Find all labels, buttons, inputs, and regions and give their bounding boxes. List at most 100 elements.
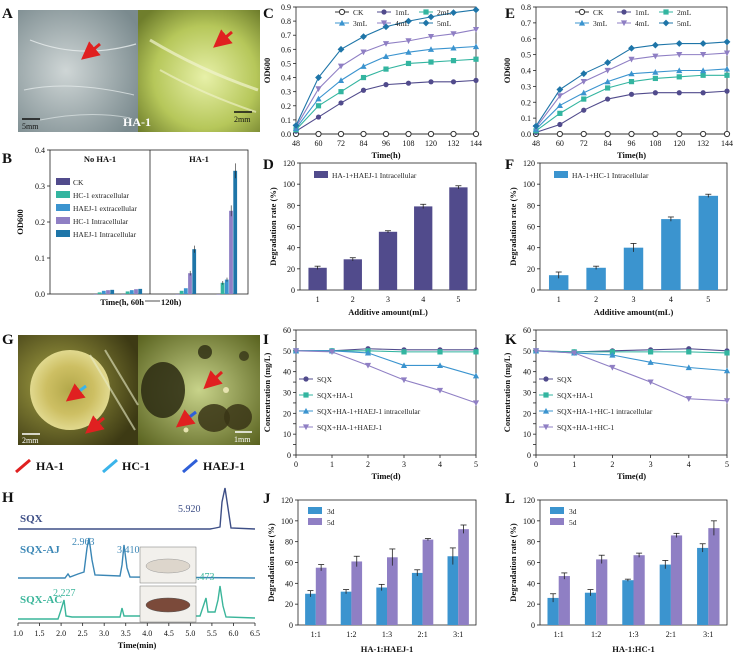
- y-tick-label: 80: [285, 538, 293, 547]
- y-tick-label: 40: [283, 368, 291, 377]
- x-tick-label: 60: [315, 139, 323, 148]
- data-point: [652, 75, 658, 82]
- x-axis-label: Time(h): [617, 150, 646, 160]
- data-point: [685, 396, 692, 402]
- panel-g: G 2mm 1mm HA-1 HC-1 HAEJ-1: [2, 332, 260, 474]
- panel-l: L 0 20 40 60 80 100 120 1:1 1:2 1:3 2:1 3:1 HA-1:HC-1…: [505, 491, 728, 654]
- trace-label: SQX-AC: [20, 594, 62, 606]
- bar: [138, 288, 143, 294]
- legend-swatch: [308, 518, 322, 525]
- y-tick-label: 80: [527, 538, 535, 547]
- x-tick-label: 4: [669, 295, 673, 304]
- series-line: [296, 350, 477, 377]
- y-tick-label: 60: [287, 223, 295, 232]
- legend-hc1: HC-1: [122, 459, 150, 473]
- y-tick-label: 20: [523, 409, 531, 418]
- data-point: [405, 49, 412, 55]
- data-point: [473, 349, 479, 355]
- data-point: [381, 9, 387, 15]
- y-tick-label: 0.3: [521, 82, 531, 91]
- data-point: [315, 130, 322, 138]
- data-point: [628, 44, 635, 52]
- y-tick-label: 60: [523, 326, 531, 335]
- data-point: [605, 85, 611, 91]
- data-point: [609, 364, 616, 371]
- data-point: [652, 130, 659, 138]
- data-point: [556, 93, 563, 99]
- arrow-icon: [182, 458, 198, 474]
- x-tick-label: 4: [421, 295, 425, 304]
- data-point: [360, 130, 367, 138]
- panel-j: J 0 20 40 60 80 100 120 1:1 1:2 1:3 2:1 3:1 HA-1:HAEJ…: [263, 491, 477, 654]
- y-tick-label: 50: [523, 347, 531, 356]
- legend-label: 5d: [569, 518, 577, 527]
- x-tick-label: 6.5: [250, 629, 260, 638]
- panel-a-letter: A: [2, 6, 13, 22]
- x-tick-label: 108: [649, 139, 661, 148]
- data-point: [436, 387, 444, 394]
- data-point: [578, 8, 586, 16]
- x-tick-label: 2: [351, 295, 355, 304]
- bar: [670, 535, 683, 625]
- panel-h-letter: H: [2, 490, 14, 506]
- legend-label: 3d: [569, 507, 577, 516]
- y-tick-label: 0: [531, 286, 535, 295]
- data-point: [338, 100, 344, 106]
- y-tick-label: 0.4: [281, 74, 291, 83]
- peak-label: 5.473: [192, 572, 215, 583]
- data-point: [315, 86, 322, 92]
- bar: [97, 292, 102, 294]
- legend-label: SQX+HA-1+HAEJ-1 intracellular: [317, 407, 421, 416]
- data-point: [315, 103, 322, 109]
- bar: [558, 576, 570, 625]
- y-tick-label: 40: [285, 579, 293, 588]
- data-point: [628, 91, 635, 97]
- x-tick-label: 3: [649, 460, 653, 469]
- bar: [586, 267, 606, 290]
- x-tick-label: 2: [610, 460, 614, 469]
- bar: [458, 529, 469, 625]
- panel-letter: C: [263, 6, 274, 22]
- x-tick-label: 2.5: [78, 629, 88, 638]
- y-tick-label: 0.1: [521, 114, 531, 123]
- y-tick-label: 40: [527, 579, 535, 588]
- panel-letter: D: [263, 157, 274, 173]
- legend-label: HC-1 extracellular: [73, 191, 130, 200]
- x-tick-label: 1:2: [346, 630, 356, 639]
- bar: [192, 249, 197, 294]
- bar: [134, 289, 138, 294]
- x-tick-label: 2:1: [417, 630, 427, 639]
- data-point: [557, 110, 563, 116]
- legend-label: HA-1+HC-1 Intracellular: [572, 171, 649, 180]
- y-tick-label: 60: [285, 559, 293, 568]
- arrow-icon: [213, 29, 233, 48]
- x-tick-label: 5: [725, 460, 729, 469]
- data-point: [580, 89, 587, 96]
- legend-label: CK: [353, 8, 364, 17]
- y-tick-label: 40: [523, 368, 531, 377]
- x-axis-label: Time(d): [617, 471, 646, 481]
- data-point: [360, 49, 367, 56]
- y-tick-label: 0.2: [521, 98, 531, 107]
- series-line: [535, 350, 728, 372]
- panel-letter: J: [263, 491, 271, 507]
- arrow-icon: [65, 383, 87, 402]
- bar: [179, 290, 184, 294]
- data-point: [437, 349, 443, 355]
- data-point: [302, 407, 310, 414]
- panel-g-scale-right: 1mm: [234, 435, 251, 444]
- data-point: [450, 58, 457, 64]
- data-point: [699, 40, 707, 47]
- y-tick-label: 0.1: [281, 116, 291, 125]
- x-tick-label: 144: [721, 139, 733, 148]
- data-point: [609, 351, 616, 358]
- bar: [183, 288, 188, 294]
- panel-a: A 5mm 2mm HA-1: [2, 6, 260, 132]
- data-point: [472, 6, 480, 14]
- x-tick-label: 3: [386, 295, 390, 304]
- legend-label: 3mL: [353, 19, 368, 28]
- data-point: [400, 362, 408, 369]
- x-tick-label: 120: [673, 139, 685, 148]
- data-point: [450, 130, 457, 138]
- y-tick-label: 50: [283, 347, 291, 356]
